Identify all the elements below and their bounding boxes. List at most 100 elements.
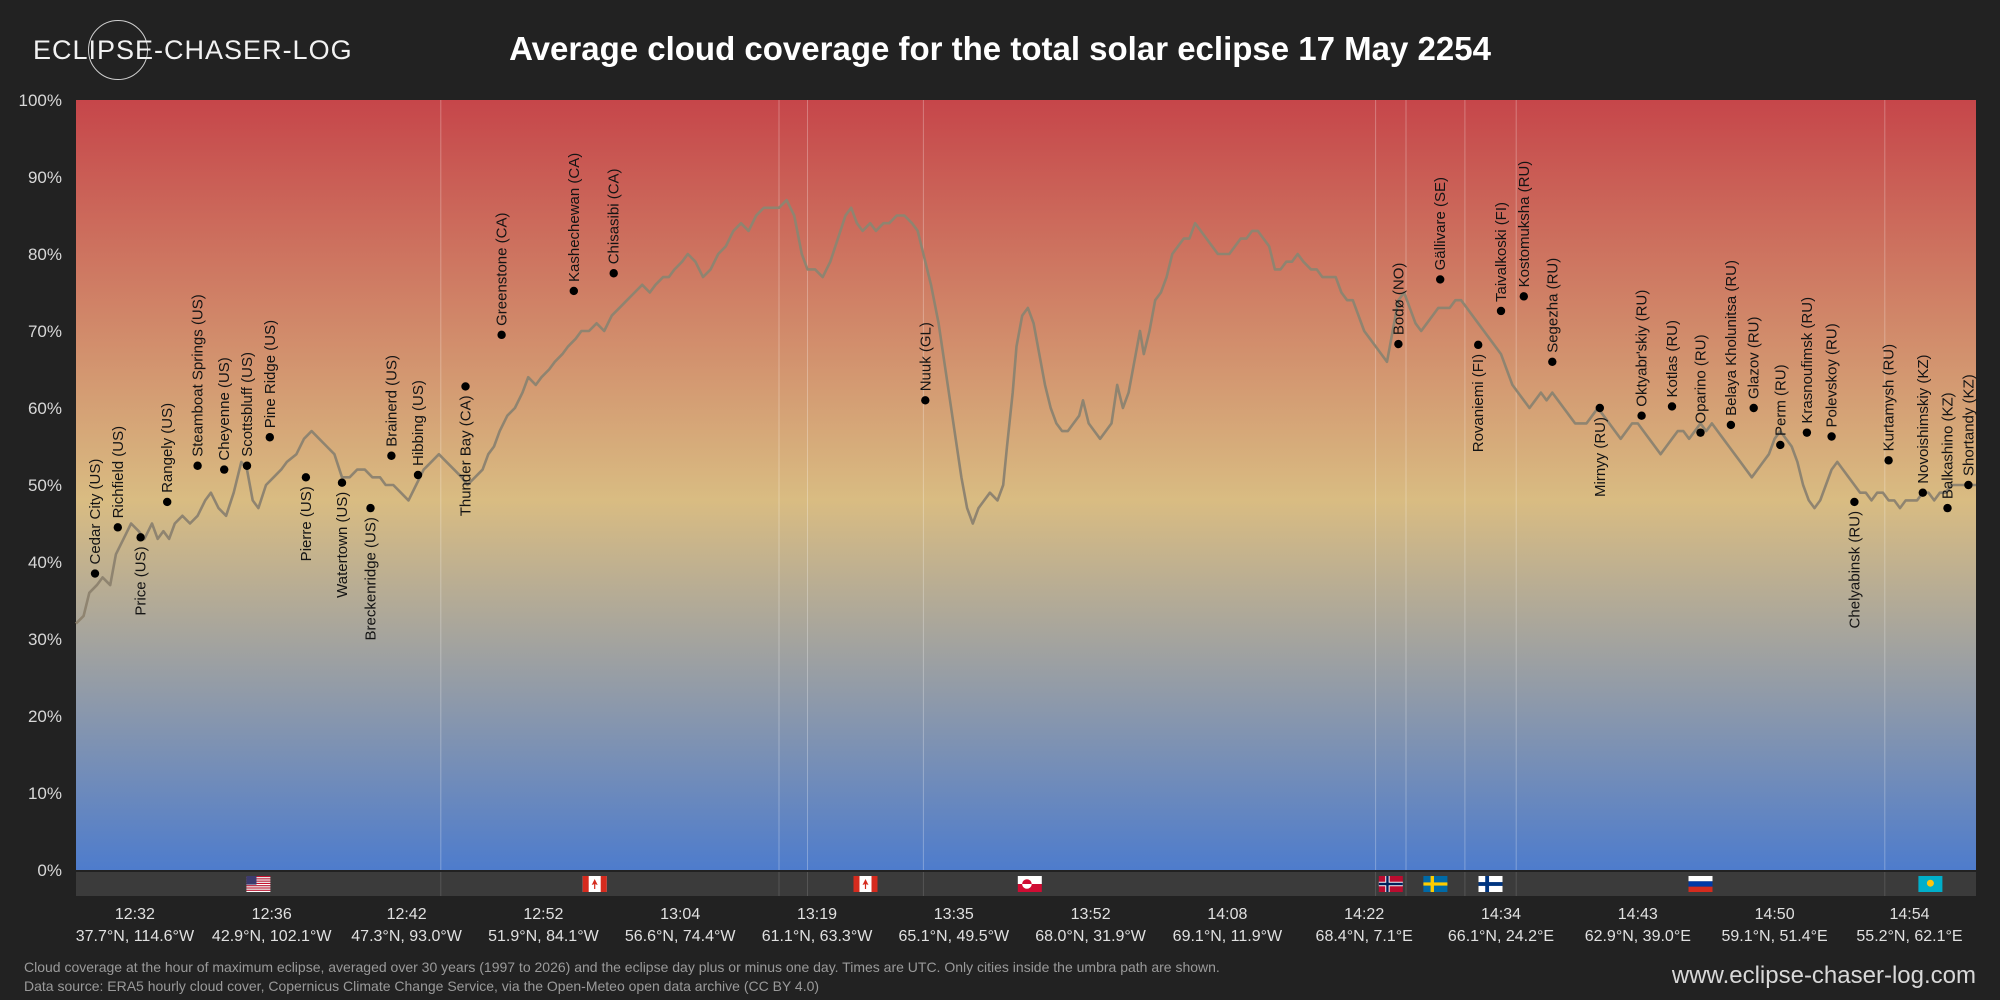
flag-part — [1017, 884, 1042, 892]
city-marker — [1548, 357, 1557, 366]
city-marker — [1519, 292, 1529, 301]
city-marker — [1667, 402, 1677, 411]
city-marker — [413, 470, 423, 480]
flag-part — [246, 887, 271, 889]
x-tick-time: 12:42 — [387, 906, 427, 923]
x-tick-time: 12:52 — [523, 906, 563, 923]
flag-part — [1022, 879, 1032, 884]
city-marker — [1776, 440, 1785, 450]
x-tick-coordinate: 62.9°N, 39.0°E — [1585, 928, 1691, 945]
x-tick-coordinate: 42.9°N, 102.1°W — [212, 928, 332, 945]
city-label: Mirnyy (RU) — [1592, 417, 1609, 497]
city-marker — [220, 465, 229, 474]
city-marker — [1696, 428, 1705, 437]
x-tick-coordinate: 61.1°N, 63.3°W — [762, 928, 874, 945]
flag-part — [246, 885, 271, 887]
city-label: Polevskoy (RU) — [1824, 323, 1841, 427]
flag-ru-icon — [1688, 876, 1713, 892]
city-marker — [1918, 488, 1928, 497]
x-tick-coordinate: 68.4°N, 7.1°E — [1316, 928, 1413, 945]
x-tick-time: 12:36 — [252, 906, 292, 923]
city-label: Bodø (NO) — [1390, 263, 1407, 336]
city-label: Oparino (RU) — [1693, 334, 1710, 423]
city-label: Chisasibi (CA) — [606, 168, 623, 264]
city-label: Kurtamysh (RU) — [1881, 344, 1898, 452]
flag-part — [1017, 876, 1042, 884]
flag-part — [246, 876, 271, 878]
city-marker — [301, 473, 311, 482]
flag-part — [1688, 881, 1713, 887]
flag-part — [246, 889, 271, 891]
city-label: Segezha (RU) — [1544, 258, 1561, 353]
cloud-coverage-chart: 0% 10% 20% 30% 40% 50% 60% 70% 80% 90% 100% Cedar C… — [19, 91, 1978, 945]
city-label: Shortandy (KZ) — [1960, 374, 1977, 476]
flag-ca-icon — [582, 876, 607, 892]
city-marker — [1749, 403, 1758, 413]
x-tick-coordinate: 65.1°N, 49.5°W — [898, 928, 1010, 945]
city-marker — [1827, 432, 1836, 441]
city-label: Richfield (US) — [110, 426, 127, 519]
y-tick-label: 90% — [28, 168, 62, 187]
city-marker — [1726, 420, 1736, 430]
cloud-coverage-line — [75, 198, 1976, 625]
flag-part — [1478, 882, 1503, 886]
city-label: Belaya Kholunitsa (RU) — [1723, 260, 1740, 416]
city-label: Krasnoufimsk (RU) — [1799, 297, 1816, 424]
site-url-link[interactable]: www.eclipse-chaser-log.com — [1671, 962, 1976, 989]
chart-footnote: Cloud coverage at the hour of maximum ec… — [24, 958, 1220, 996]
chart-title: Average cloud coverage for the total sol… — [509, 30, 1491, 67]
x-tick-time: 13:04 — [660, 906, 700, 923]
city-label: Greenstone (CA) — [494, 213, 511, 326]
city-label: Price (US) — [133, 546, 150, 615]
city-marker — [1474, 340, 1483, 350]
city-label: Hibbing (US) — [410, 380, 427, 466]
city-marker — [337, 478, 347, 487]
y-tick-label: 30% — [28, 630, 62, 649]
flag-part — [246, 879, 271, 881]
x-tick-coordinate: 68.0°N, 31.9°W — [1035, 928, 1147, 945]
city-marker — [1436, 275, 1445, 284]
city-marker — [1943, 503, 1952, 513]
flag-part — [1688, 886, 1713, 892]
y-tick-label: 60% — [28, 399, 62, 418]
x-tick-time: 13:52 — [1071, 906, 1111, 923]
y-tick-label: 0% — [37, 861, 62, 880]
flag-ca-icon — [853, 876, 878, 892]
city-label: Pine Ridge (US) — [262, 320, 279, 428]
city-label: Brainerd (US) — [383, 355, 400, 447]
eclipse-ring-icon — [88, 20, 148, 80]
city-label: Watertown (US) — [334, 492, 351, 598]
x-tick-time: 14:43 — [1618, 906, 1658, 923]
city-label: Cheyenne (US) — [216, 357, 233, 460]
city-label: Oktyabr'skiy (RU) — [1634, 290, 1651, 407]
flag-part — [1688, 876, 1713, 882]
flag-part — [246, 890, 271, 892]
city-marker — [569, 286, 578, 296]
x-tick-coordinate: 66.1°N, 24.2°E — [1448, 928, 1554, 945]
x-tick-coordinate: 55.2°N, 62.1°E — [1856, 928, 1962, 945]
flag-part — [1423, 882, 1448, 886]
y-tick-label: 70% — [28, 322, 62, 341]
y-tick-label: 40% — [28, 553, 62, 572]
city-marker — [1496, 306, 1506, 316]
x-tick-time: 12:32 — [115, 906, 155, 923]
city-label: Novoishimskiy (KZ) — [1915, 355, 1932, 484]
x-tick-time: 13:19 — [797, 906, 837, 923]
flag-part — [246, 877, 271, 879]
footnote-method: Cloud coverage at the hour of maximum ec… — [24, 959, 1220, 975]
flag-part — [246, 886, 271, 888]
flag-part — [246, 888, 271, 890]
city-label: Thunder Bay (CA) — [458, 395, 475, 516]
city-marker — [113, 523, 123, 532]
city-label: Cedar City (US) — [87, 459, 104, 565]
x-tick-coordinate: 56.6°N, 74.4°W — [625, 928, 737, 945]
city-marker — [242, 461, 252, 470]
x-tick-coordinate: 37.7°N, 114.6°W — [76, 928, 195, 945]
x-tick-coordinate: 59.1°N, 51.4°E — [1721, 928, 1827, 945]
flag-part — [246, 876, 257, 885]
city-label: Kashechewan (CA) — [566, 153, 583, 282]
city-marker — [193, 461, 202, 470]
flag-part — [246, 881, 271, 883]
city-marker — [387, 451, 396, 460]
city-label: Kostomuksha (RU) — [1516, 161, 1533, 288]
